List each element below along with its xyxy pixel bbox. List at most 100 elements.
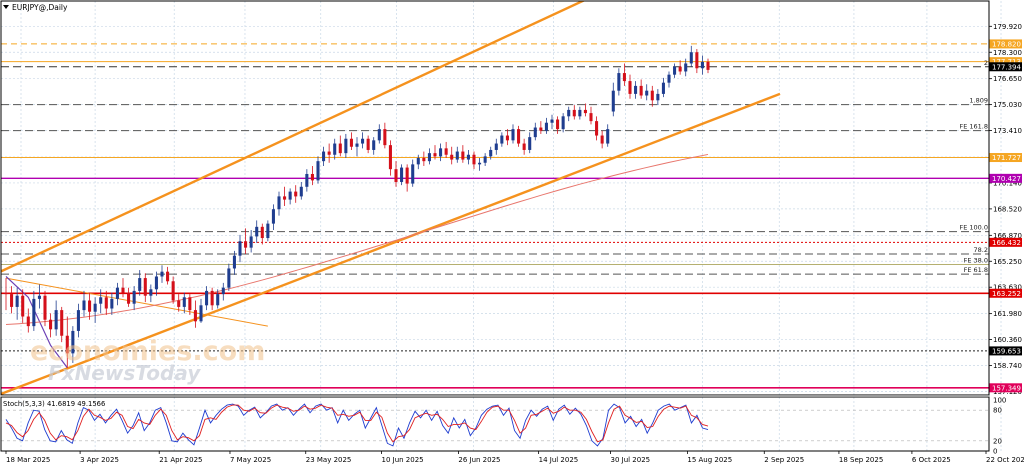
price-tag-label: 157.349 <box>992 384 1021 392</box>
candle-body <box>76 310 80 331</box>
dropdown-arrow-icon[interactable] <box>3 5 9 9</box>
wave-annotation[interactable] <box>5 276 68 369</box>
channel-lower-line[interactable] <box>0 92 781 398</box>
candle <box>517 125 521 147</box>
price-axis: 179.920 178.300 176.650 175.030 173.410 171.7… <box>989 23 1022 456</box>
candle <box>394 161 398 187</box>
candle-body <box>600 135 604 144</box>
candle-body <box>227 268 231 288</box>
fib-label: FE 161.8 <box>959 123 988 131</box>
price-tag-box <box>989 62 1022 72</box>
candle-body <box>472 154 476 165</box>
candle-body <box>26 316 30 327</box>
candle <box>550 114 554 130</box>
candle-body <box>606 129 610 144</box>
candle-body <box>205 290 209 306</box>
candle-body <box>544 122 548 131</box>
candle <box>383 122 387 149</box>
candle <box>511 124 515 144</box>
candle-body <box>388 145 392 170</box>
candle <box>578 106 582 120</box>
candle-body <box>188 297 192 311</box>
candle <box>49 313 53 338</box>
candle <box>661 77 665 98</box>
candle-body <box>656 93 660 101</box>
candle <box>4 278 8 311</box>
candle-body <box>4 292 8 295</box>
candle <box>349 132 353 150</box>
moving-average-line <box>5 153 709 326</box>
candle-body <box>88 300 92 312</box>
time-tick-label: 18 Mar 2025 <box>6 456 50 464</box>
candle-body <box>539 127 543 131</box>
stochastic-oscillator <box>1 403 989 447</box>
candle-body <box>578 109 582 117</box>
candle-body <box>667 74 671 83</box>
candle <box>216 289 220 309</box>
candle <box>422 151 426 166</box>
candle-body <box>550 119 554 123</box>
candle <box>327 143 331 163</box>
candle <box>589 106 593 125</box>
candle <box>227 263 231 291</box>
candle <box>88 292 92 320</box>
stoch-tick-label: 20 <box>993 437 1002 445</box>
pane-separator[interactable] <box>1 395 989 397</box>
price-tag-box <box>989 346 1022 356</box>
time-tick-label: 18 Sep 2025 <box>839 456 883 464</box>
candle <box>244 228 248 255</box>
candle-body <box>422 157 426 162</box>
candle-body <box>706 61 710 70</box>
time-tick-label: 15 Aug 2025 <box>687 456 732 464</box>
fib-label: FE 61.8 <box>964 266 988 274</box>
candle <box>205 286 209 311</box>
candle <box>461 145 465 163</box>
candle-body <box>589 113 593 122</box>
candle-body <box>32 298 36 327</box>
chart-annotations: 2 1.809 FE 161.8 FE 100.0 78.2 FE 38.0 FE 61.8 <box>5 59 988 369</box>
candle <box>104 290 108 315</box>
candle-body <box>71 330 75 354</box>
candle-body <box>65 335 69 354</box>
candle <box>617 68 621 96</box>
candle <box>199 298 203 323</box>
candle-body <box>366 138 370 150</box>
candle-body <box>416 157 420 165</box>
candle <box>322 146 326 166</box>
trendline-thin[interactable] <box>5 277 268 327</box>
candle-body <box>344 138 348 154</box>
candle <box>628 74 632 99</box>
candle <box>595 116 599 141</box>
candle <box>277 191 281 216</box>
candle-body <box>511 129 515 141</box>
candle-body <box>461 151 465 160</box>
candle-body <box>439 148 443 157</box>
candle <box>43 290 47 327</box>
candle-body <box>299 186 303 197</box>
candle-body <box>684 63 688 72</box>
candle <box>37 284 41 309</box>
candle-body <box>238 241 242 256</box>
watermark-logo: economies.com FxNewsToday <box>30 336 265 385</box>
candle-body <box>193 310 197 322</box>
price-tick-label: 168.520 <box>993 205 1022 213</box>
price-tick-label: 176.650 <box>993 75 1022 83</box>
price-tag: 177.713 <box>989 57 1022 67</box>
price-tag: 166.432 <box>989 237 1022 247</box>
candle-body <box>383 129 387 146</box>
candle-body <box>695 52 699 69</box>
candle <box>528 132 532 154</box>
candle-body <box>634 85 638 94</box>
candle <box>65 316 69 368</box>
price-tag: 171.727 <box>989 153 1022 163</box>
price-tag: 177.394 <box>989 62 1022 72</box>
channel-upper-line[interactable] <box>0 0 655 276</box>
candle-body <box>361 138 365 144</box>
candle <box>310 165 314 186</box>
price-tag-box <box>989 383 1022 393</box>
candle-body <box>327 151 331 155</box>
candle-body <box>110 298 114 309</box>
candle <box>166 266 170 285</box>
time-tick-label: 30 Jul 2025 <box>611 456 651 464</box>
